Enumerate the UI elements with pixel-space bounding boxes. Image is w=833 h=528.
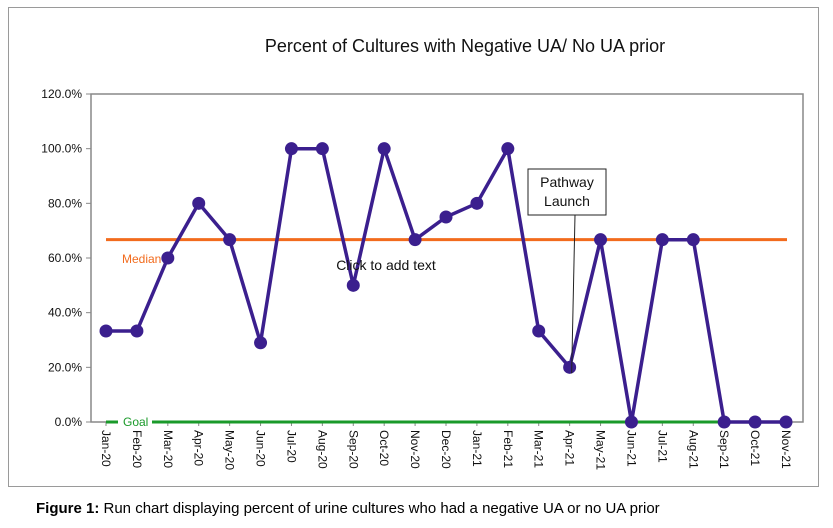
data-point (501, 142, 515, 156)
x-tick-label: Jan-20 (99, 430, 113, 467)
x-tick-label: Jun-21 (624, 430, 638, 467)
data-point (655, 233, 669, 247)
series-line (106, 142, 786, 424)
data-point (408, 233, 422, 247)
x-tick-label: Dec-20 (439, 430, 453, 469)
goal-label: Goal (123, 415, 148, 429)
x-tick-label: Aug-21 (686, 430, 700, 469)
chart-frame (8, 7, 819, 487)
data-point (594, 233, 608, 247)
x-tick-label: Sep-21 (717, 430, 731, 469)
x-tick-label: Mar-20 (161, 430, 175, 468)
data-point (624, 415, 638, 429)
data-point (532, 324, 546, 338)
figure-caption-label: Figure 1: (36, 500, 100, 517)
x-tick-label: Aug-20 (315, 430, 329, 469)
goal-label-background (118, 414, 152, 428)
x-tick-label: Mar-21 (532, 430, 546, 468)
data-point (377, 142, 391, 156)
data-point (223, 233, 237, 247)
data-point (470, 196, 484, 210)
y-tick-label: 80.0% (48, 196, 82, 210)
data-point (284, 142, 298, 156)
pathway-label-line2: Launch (544, 193, 590, 209)
y-tick-label: 20.0% (48, 360, 82, 374)
x-tick-label: Jun-20 (254, 430, 268, 467)
data-point (563, 360, 577, 374)
y-tick-label: 100.0% (41, 142, 82, 156)
data-point (439, 210, 453, 224)
x-tick-label: May-21 (594, 430, 608, 470)
median-label: Median (122, 252, 161, 266)
x-tick-label: Jul-21 (655, 430, 669, 463)
x-tick-label: Oct-20 (377, 430, 391, 466)
pathway-label-line1: Pathway (540, 174, 594, 190)
x-tick-label: Oct-21 (748, 430, 762, 466)
pathway-arrow (571, 214, 576, 374)
data-point (99, 324, 113, 338)
data-point (161, 251, 175, 265)
data-point (779, 415, 793, 429)
data-point (315, 142, 329, 156)
data-point (192, 196, 206, 210)
x-tick-label: Feb-21 (501, 430, 515, 468)
x-tick-label: Jan-21 (470, 430, 484, 467)
figure-caption-text: Run chart displaying percent of urine cu… (99, 500, 660, 517)
data-point (717, 415, 731, 429)
data-point (686, 233, 700, 247)
median-label-background (118, 251, 172, 267)
pathway-launch-box (527, 168, 607, 216)
run-chart: Percent of Cultures with Negative UA/ No… (41, 36, 804, 470)
chart-title: Percent of Cultures with Negative UA/ No… (265, 36, 665, 56)
data-point (748, 415, 762, 429)
data-point (254, 336, 268, 350)
x-tick-label: May-20 (223, 430, 237, 470)
data-point (346, 278, 360, 292)
data-point (130, 324, 144, 338)
x-tick-label: Apr-21 (563, 430, 577, 466)
x-tick-label: Nov-21 (779, 430, 793, 469)
click-to-add-text[interactable]: Click to add text (336, 257, 436, 273)
y-tick-label: 60.0% (48, 251, 82, 265)
x-tick-label: Nov-20 (408, 430, 422, 469)
x-tick-label: Sep-20 (346, 430, 360, 469)
x-tick-label: Apr-20 (192, 430, 206, 466)
y-tick-label: 0.0% (55, 415, 83, 429)
x-tick-label: Feb-20 (130, 430, 144, 468)
y-tick-label: 40.0% (48, 306, 82, 320)
x-tick-label: Jul-20 (284, 430, 298, 463)
figure-caption: Figure 1: Run chart displaying percent o… (36, 500, 660, 517)
y-tick-label: 120.0% (41, 87, 82, 101)
